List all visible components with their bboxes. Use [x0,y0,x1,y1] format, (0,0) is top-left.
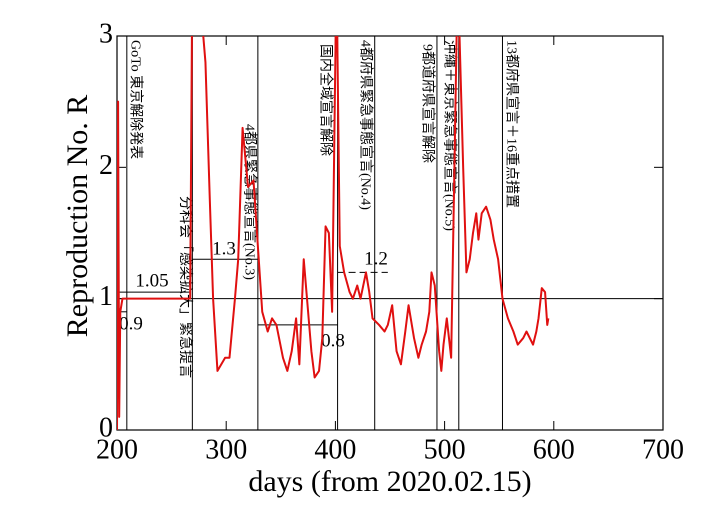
x-tick-label: 500 [424,434,466,465]
data-line [117,36,550,430]
x-tick-label: 200 [96,434,138,465]
x-tick-label: 600 [533,434,575,465]
reference-label: 0.8 [321,330,345,351]
event-label: 9都道府県宣言解除 [420,44,436,163]
reference-label: 0.9 [119,313,143,334]
line-group [117,36,550,430]
reference-label: 1.2 [364,248,388,269]
y-tick-label: 3 [99,18,113,49]
reference-label: 1.3 [212,238,236,259]
event-label: 国内全域宣言解除 [317,44,334,156]
y-tick-label: 2 [99,150,113,181]
y-tick-label: 1 [99,281,113,312]
x-axis-label: days (from 2020.02.15) [248,465,531,498]
y-axis-label: Reproduction No. R [61,95,94,337]
event-label: GoTo 東京解除発表 [128,40,144,159]
x-tick-label: 700 [642,434,684,465]
event-label: 13都府県宣言＋16重点措置 [503,40,519,208]
x-tick-label: 400 [314,434,356,465]
plot-frame [116,35,664,431]
x-tick-label: 300 [205,434,247,465]
reference-label: 1.05 [135,270,168,291]
y-tick-label: 0 [99,412,113,443]
event-label: 4都府県緊急事態宣言(No.4) [357,40,373,210]
